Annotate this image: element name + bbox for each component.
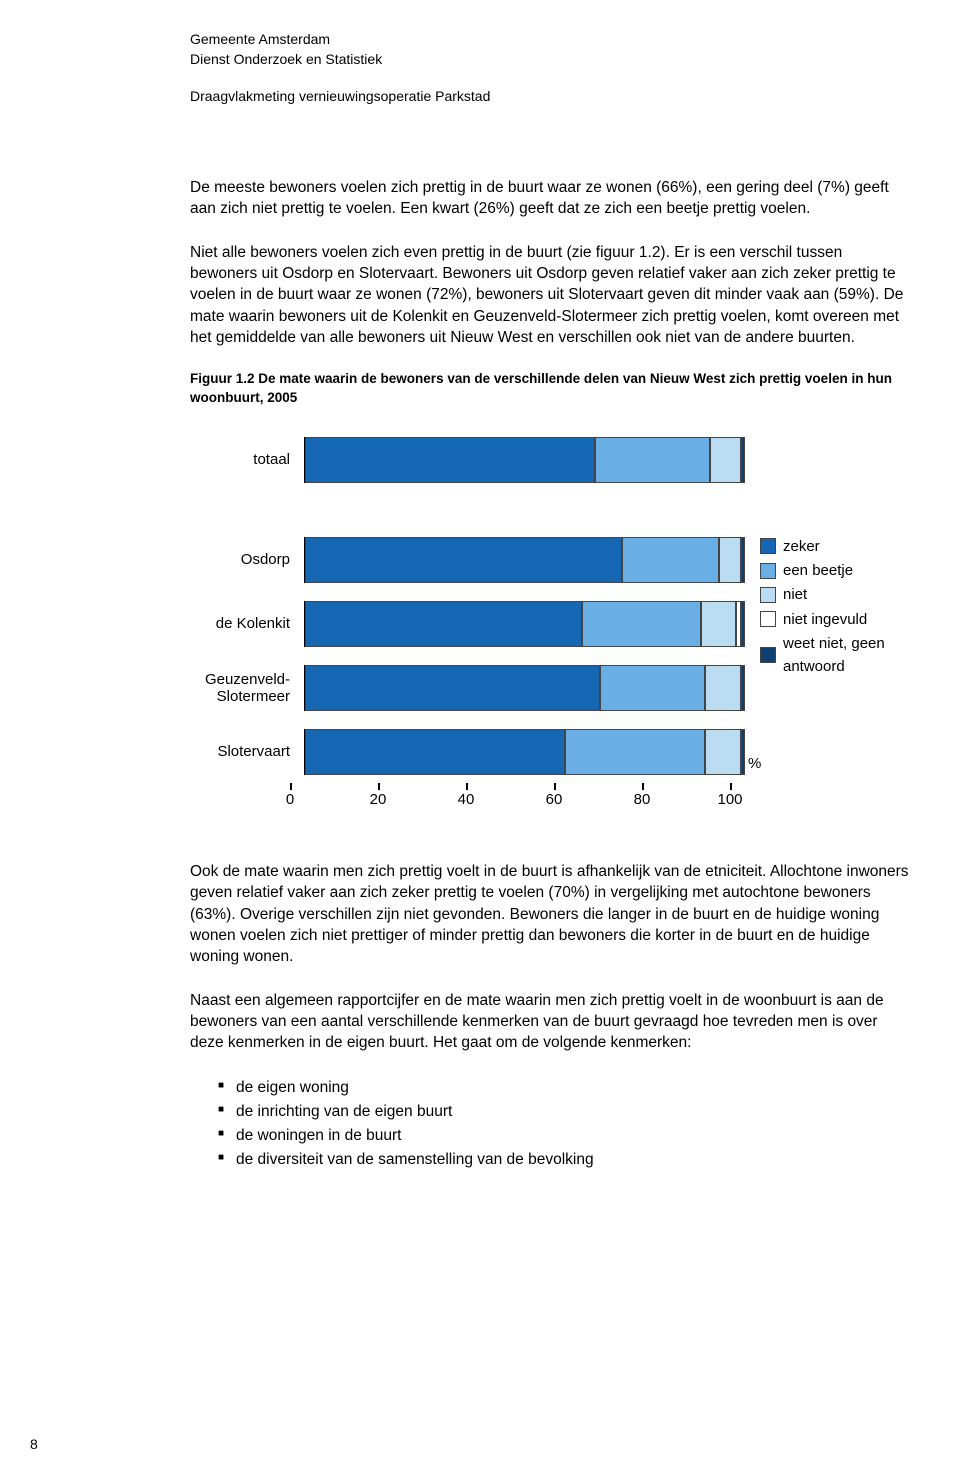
bullet-item: de woningen in de buurt: [218, 1124, 910, 1148]
axis-tick-label: 40: [458, 791, 475, 808]
bullet-list: de eigen woningde inrichting van de eige…: [218, 1076, 910, 1172]
bullet-item: de diversiteit van de samenstelling van …: [218, 1148, 910, 1172]
legend-item-niet: niet: [760, 583, 910, 606]
axis-tick-label: 80: [634, 791, 651, 808]
chart-segment-weet_niet: [741, 665, 745, 711]
header-line-2: Dienst Onderzoek en Statistiek: [190, 50, 910, 70]
axis-tick-label: 20: [370, 791, 387, 808]
chart-category-label: Osdorp: [120, 551, 304, 568]
chart-segment-een_beetje: [622, 537, 719, 583]
bullet-item: de inrichting van de eigen buurt: [218, 1100, 910, 1124]
axis-tick-label: 100: [717, 791, 742, 808]
chart-segment-zeker: [305, 665, 600, 711]
chart: totaal Osdorp de Kolenkit Geuzenveld-Sloter…: [120, 435, 910, 811]
bullet-item: de eigen woning: [218, 1076, 910, 1100]
chart-row: totaal: [120, 435, 910, 485]
chart-bar: [304, 729, 744, 775]
chart-segment-niet: [719, 537, 741, 583]
chart-bar: [304, 437, 744, 483]
legend-item-niet_ingevuld: niet ingevuld: [760, 608, 910, 631]
figure-caption: Figuur 1.2 De mate waarin de bewoners va…: [190, 370, 910, 406]
chart-bar: [304, 537, 744, 583]
chart-segment-weet_niet: [741, 729, 745, 775]
chart-bar: [304, 665, 744, 711]
chart-segment-weet_niet: [741, 437, 745, 483]
chart-segment-zeker: [305, 601, 582, 647]
legend-label: een beetje: [783, 559, 853, 582]
chart-category-label: Geuzenveld-Slotermeer: [120, 671, 304, 706]
chart-row: Slotervaart: [120, 727, 910, 777]
legend-swatch: [760, 587, 776, 603]
legend-label: zeker: [783, 535, 820, 558]
chart-category-label: totaal: [120, 451, 304, 468]
chart-bar: [304, 601, 744, 647]
chart-x-axis: 0 20 40 60 80 100: [120, 783, 910, 811]
legend-swatch: [760, 647, 776, 663]
legend-item-zeker: zeker: [760, 535, 910, 558]
paragraph-4: Naast een algemeen rapportcijfer en de m…: [190, 990, 910, 1054]
legend-label: niet ingevuld: [783, 608, 867, 631]
chart-segment-niet: [705, 729, 740, 775]
legend-swatch: [760, 538, 776, 554]
chart-segment-een_beetje: [595, 437, 709, 483]
legend-item-weet_niet: weet niet, geen antwoord: [760, 632, 910, 679]
axis-tick-label: 0: [286, 791, 294, 808]
chart-category-label: Slotervaart: [120, 743, 304, 760]
paragraph-2: Niet alle bewoners voelen zich even pret…: [190, 242, 910, 349]
chart-segment-een_beetje: [565, 729, 706, 775]
header-line-1: Gemeente Amsterdam: [190, 30, 910, 50]
legend-label: niet: [783, 583, 807, 606]
chart-segment-niet: [710, 437, 741, 483]
chart-segment-een_beetje: [582, 601, 701, 647]
header-block: Gemeente Amsterdam Dienst Onderzoek en S…: [190, 30, 910, 107]
page: Gemeente Amsterdam Dienst Onderzoek en S…: [0, 0, 960, 1472]
chart-segment-niet: [705, 665, 740, 711]
legend-swatch: [760, 611, 776, 627]
legend-swatch: [760, 563, 776, 579]
chart-segment-weet_niet: [741, 537, 745, 583]
chart-segment-niet: [701, 601, 736, 647]
paragraph-3: Ook de mate waarin men zich prettig voel…: [190, 861, 910, 968]
page-number: 8: [30, 1436, 38, 1452]
legend-label: weet niet, geen antwoord: [783, 632, 910, 679]
chart-segment-zeker: [305, 729, 565, 775]
header-subtitle: Draagvlakmeting vernieuwingsoperatie Par…: [190, 87, 910, 107]
legend-item-een_beetje: een beetje: [760, 559, 910, 582]
chart-segment-weet_niet: [741, 601, 745, 647]
chart-percent-label: %: [748, 755, 761, 772]
chart-segment-zeker: [305, 437, 595, 483]
chart-segment-een_beetje: [600, 665, 706, 711]
chart-category-label: de Kolenkit: [120, 615, 304, 632]
chart-segment-zeker: [305, 537, 622, 583]
axis-tick-label: 60: [546, 791, 563, 808]
paragraph-1: De meeste bewoners voelen zich prettig i…: [190, 177, 910, 220]
chart-legend: zekereen beetjenietniet ingevuldweet nie…: [760, 535, 910, 680]
